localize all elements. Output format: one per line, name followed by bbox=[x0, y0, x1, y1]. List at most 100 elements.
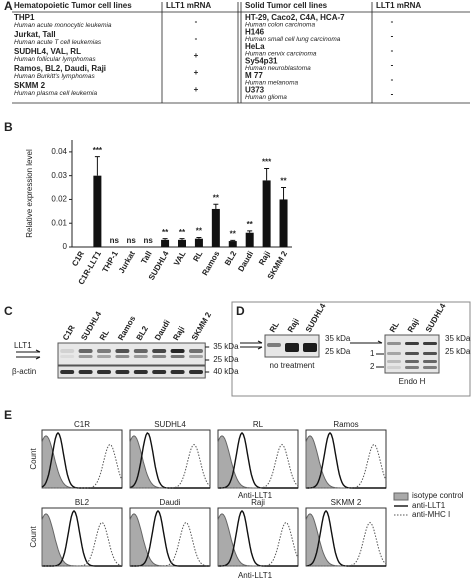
lane-label: RL bbox=[388, 320, 401, 334]
band bbox=[115, 349, 130, 353]
error-bar bbox=[230, 239, 236, 242]
cell-name: HeLa bbox=[245, 42, 265, 51]
bar bbox=[178, 239, 186, 247]
band bbox=[170, 355, 185, 358]
cell-mrna: - bbox=[391, 32, 394, 41]
bar bbox=[161, 239, 170, 247]
band bbox=[78, 370, 93, 374]
legend-label: isotype control bbox=[412, 491, 464, 500]
band bbox=[133, 349, 148, 353]
cell-desc: Human glioma bbox=[245, 94, 287, 101]
band bbox=[405, 342, 419, 345]
band bbox=[170, 349, 185, 353]
cell-name: HT-29, Caco2, C4A, HCA-7 bbox=[245, 13, 345, 22]
band bbox=[189, 349, 203, 353]
mhc bbox=[218, 521, 299, 567]
cell-desc: Human follicular lymphomas bbox=[14, 56, 96, 63]
error-bar bbox=[94, 156, 100, 176]
llt1 bbox=[218, 431, 298, 489]
band bbox=[405, 360, 419, 363]
isotype bbox=[305, 513, 386, 567]
cell-name: SKMM 2 bbox=[14, 81, 46, 90]
isotype bbox=[217, 435, 298, 489]
mhc bbox=[42, 443, 123, 489]
x-tick-label: VAL bbox=[172, 249, 188, 267]
condition-label: no treatment bbox=[270, 361, 316, 370]
panel-label: D bbox=[236, 304, 245, 318]
x-tick-label: Raji bbox=[257, 250, 272, 267]
cell-mrna: - bbox=[391, 46, 394, 55]
x-tick-label: BL2 bbox=[223, 249, 239, 267]
cell-mrna: + bbox=[194, 51, 199, 60]
mhc bbox=[42, 521, 123, 567]
band bbox=[78, 355, 93, 358]
x-tick-label: Jurkat bbox=[117, 249, 137, 275]
error-bar bbox=[264, 168, 270, 181]
annotation: *** bbox=[262, 158, 272, 167]
mhc bbox=[306, 521, 387, 567]
isotype bbox=[305, 435, 386, 489]
x-tick-label: Daudi bbox=[236, 250, 255, 274]
x-axis-label: Anti-LLT1 bbox=[238, 571, 273, 580]
lane-label: SKMM 2 bbox=[190, 310, 214, 342]
band bbox=[387, 352, 401, 355]
cell-desc: Human cervix carcinoma bbox=[245, 51, 317, 58]
marker-label: 35 kDa bbox=[213, 342, 239, 351]
cell-name: THP1 bbox=[14, 13, 35, 22]
panel-label: E bbox=[4, 408, 12, 422]
lane-label: SUDHL4 bbox=[304, 301, 328, 334]
cell-desc: Human colon carcinoma bbox=[245, 22, 315, 29]
panel-label: A bbox=[4, 0, 13, 13]
x-tick-label: RL bbox=[191, 249, 204, 263]
y-tick-label: 0.02 bbox=[51, 195, 67, 204]
cell-mrna: - bbox=[195, 17, 198, 26]
mhc bbox=[130, 443, 211, 489]
band bbox=[423, 360, 437, 363]
mhc bbox=[218, 443, 299, 489]
band bbox=[97, 370, 111, 374]
legend-swatch bbox=[393, 492, 409, 501]
bar bbox=[211, 208, 220, 247]
y-tick-label: 0 bbox=[63, 242, 68, 251]
bar bbox=[245, 232, 254, 247]
hist-title: SKMM 2 bbox=[331, 498, 362, 507]
x-tick-label: C1R bbox=[70, 249, 86, 268]
table-lines bbox=[12, 2, 470, 104]
cell-name: Ramos, BL2, Daudi, Raji bbox=[14, 64, 106, 73]
band bbox=[423, 366, 437, 369]
error-bar bbox=[247, 230, 253, 233]
cell-name: SUDHL4, VAL, RL bbox=[14, 47, 81, 56]
band bbox=[97, 355, 111, 358]
band bbox=[423, 342, 437, 345]
lane-label: RL bbox=[98, 328, 111, 342]
error-bar bbox=[281, 187, 287, 200]
x-axis-label: Anti-LLT1 bbox=[238, 491, 273, 500]
blot bbox=[57, 342, 206, 366]
band bbox=[170, 370, 185, 374]
hist-title: Raji bbox=[251, 498, 265, 507]
annotation: ** bbox=[280, 177, 287, 186]
error-bar bbox=[213, 203, 219, 209]
hist-title: Daudi bbox=[160, 498, 181, 507]
isotype bbox=[41, 513, 122, 567]
band bbox=[133, 355, 148, 358]
y-tick-label: 0.03 bbox=[51, 171, 67, 180]
lane-label: Raji bbox=[171, 325, 186, 342]
band bbox=[115, 370, 130, 374]
y-axis-label: Count bbox=[29, 526, 38, 548]
band bbox=[423, 352, 437, 355]
llt1 bbox=[306, 431, 386, 489]
cell-name: H146 bbox=[245, 28, 265, 37]
annotation: ** bbox=[196, 227, 203, 236]
lane-label: SUDHL4 bbox=[424, 301, 448, 334]
error-bar bbox=[196, 236, 202, 239]
condition-label: Endo H bbox=[399, 377, 426, 386]
lane-label: BL2 bbox=[135, 324, 151, 342]
cell-mrna: + bbox=[194, 85, 199, 94]
cell-mrna: + bbox=[194, 68, 199, 77]
lane-label: C1R bbox=[61, 324, 77, 343]
band bbox=[152, 370, 167, 374]
cell-mrna: - bbox=[391, 75, 394, 84]
cell-name: M 77 bbox=[245, 71, 263, 80]
marker-label: 35 kDa bbox=[325, 334, 351, 343]
